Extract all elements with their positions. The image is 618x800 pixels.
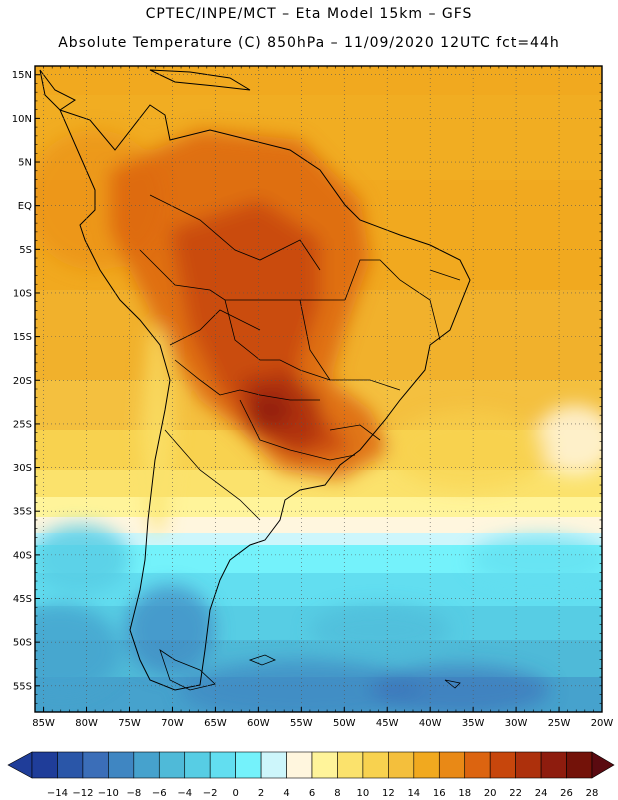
lat-label: 5N: [18, 158, 32, 169]
colorbar-swatch: [260, 751, 287, 779]
colorbar-label: −10: [98, 788, 119, 799]
colorbar-label: 20: [484, 788, 497, 799]
colorbar-label: −2: [203, 788, 218, 799]
lon-label: 65W: [204, 718, 227, 729]
lat-label: 15S: [13, 332, 32, 343]
lat-label: 25S: [13, 419, 32, 430]
lat-label: 20S: [13, 376, 32, 387]
colorbar-swatch: [82, 751, 109, 779]
colorbar-swatch: [566, 751, 593, 779]
colorbar-label: 4: [283, 788, 289, 799]
lon-label: 35W: [462, 718, 485, 729]
islands: [159, 649, 461, 691]
lat-label: 55S: [13, 681, 32, 692]
lon-label: 55W: [290, 718, 313, 729]
lon-label: 80W: [75, 718, 98, 729]
colorbar-swatch: [464, 751, 491, 779]
lon-label: 70W: [161, 718, 184, 729]
title-line-1: CPTEC/INPE/MCT – Eta Model 15km – GFS: [145, 6, 473, 22]
lat-lon-grid: [35, 66, 602, 712]
lat-label: EQ: [18, 201, 32, 212]
colorbar-swatch: [388, 751, 415, 779]
lat-label: 30S: [13, 463, 32, 474]
lat-label: 35S: [13, 507, 32, 518]
colorbar-label: 0: [232, 788, 238, 799]
colorbar-swatch: [515, 751, 542, 779]
colorbar-swatch: [438, 751, 466, 779]
colorbar-swatch: [489, 751, 516, 779]
lon-label: 20W: [591, 718, 614, 729]
lat-label: 45S: [13, 594, 32, 605]
colorbar-right-arrow: [591, 751, 615, 779]
colorbar-label: 16: [433, 788, 446, 799]
colorbar-swatch: [413, 751, 440, 779]
title-line-2: Absolute Temperature (C) 850hPa – 11/09/…: [58, 35, 560, 51]
longitude-axis: 85W 80W 75W 70W 65W 60W 55W 50W 45W 40W 35W 30W 25W 2…: [32, 66, 613, 729]
colorbar-swatch: [31, 751, 58, 779]
colorbar-label: 26: [560, 788, 573, 799]
colorbar-label: 6: [309, 788, 315, 799]
lat-label: 15N: [12, 70, 32, 81]
colorbar-swatch: [209, 751, 236, 779]
colorbar-swatch: [540, 751, 567, 779]
colorbar-swatch: [286, 751, 313, 779]
colorbar-swatch: [235, 751, 262, 779]
lon-label: 75W: [118, 718, 141, 729]
colorbar-label: −14: [47, 788, 68, 799]
lat-label: 10S: [13, 288, 32, 299]
colorbar-label: 8: [334, 788, 340, 799]
colorbar-swatch: [57, 751, 84, 779]
temperature-field: [35, 66, 602, 712]
lat-label: 5S: [19, 245, 32, 256]
colorbar-swatch: [108, 751, 135, 779]
lat-label: 40S: [13, 550, 32, 561]
colorbar: −14 −12 −10 −8 −6 −4 −2 0 2 4 6 8 10 12 14 16 18 20 22 24 26…: [7, 751, 615, 799]
colorbar-swatch: [311, 751, 338, 779]
colorbar-label: 10: [357, 788, 370, 799]
colorbar-label: −4: [177, 788, 192, 799]
colorbar-swatch: [158, 751, 186, 779]
colorbar-left-arrow: [7, 751, 33, 779]
colorbar-swatch: [133, 751, 160, 779]
lon-label: 50W: [333, 718, 356, 729]
colorbar-label: −6: [152, 788, 167, 799]
colorbar-label: 2: [258, 788, 264, 799]
colorbar-label: 28: [586, 788, 599, 799]
lat-label: 50S: [13, 638, 32, 649]
latitude-axis: 15N 10N 5N EQ 5S 10S 15S 20S 25S 30S 35S 40S 45S 50S 5…: [12, 70, 602, 713]
colorbar-label: 22: [509, 788, 522, 799]
colorbar-swatch: [337, 751, 364, 779]
lon-label: 30W: [505, 718, 528, 729]
colorbar-label: 12: [382, 788, 395, 799]
colorbar-label: 24: [535, 788, 548, 799]
colorbar-label: 14: [407, 788, 420, 799]
lon-label: 60W: [247, 718, 270, 729]
country-borders: [139, 194, 461, 521]
colorbar-label: 18: [458, 788, 471, 799]
colorbar-label: −12: [72, 788, 93, 799]
lon-label: 25W: [548, 718, 571, 729]
lon-label: 45W: [376, 718, 399, 729]
colorbar-label: −8: [126, 788, 141, 799]
colorbar-swatch: [362, 751, 389, 779]
lon-label: 85W: [32, 718, 55, 729]
lon-label: 40W: [419, 718, 442, 729]
coastline: [39, 69, 471, 691]
lat-label: 10N: [12, 114, 32, 125]
colorbar-swatch: [184, 751, 211, 779]
